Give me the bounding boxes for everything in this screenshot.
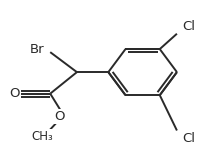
Text: Cl: Cl	[183, 132, 196, 145]
Text: O: O	[54, 110, 65, 123]
Text: O: O	[10, 87, 20, 100]
Text: Cl: Cl	[183, 20, 196, 33]
Text: CH₃: CH₃	[32, 130, 53, 143]
Text: Br: Br	[30, 43, 45, 56]
